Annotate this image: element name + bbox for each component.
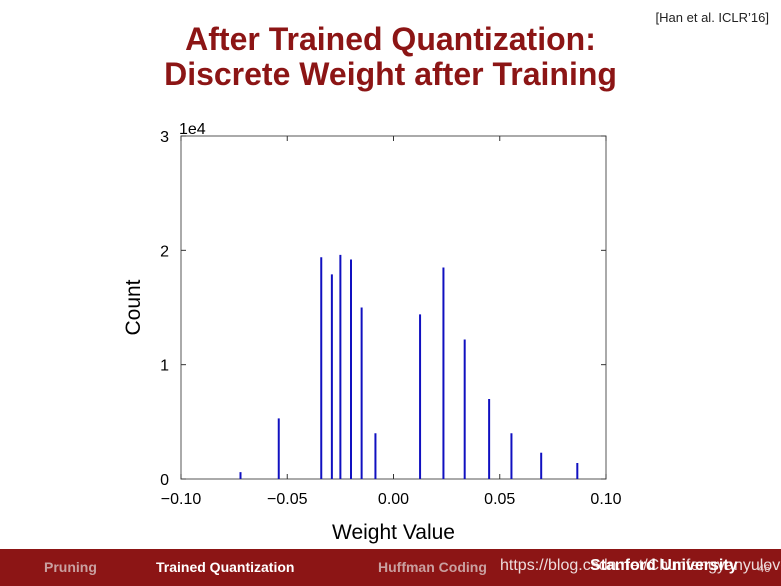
y-tick-label: 2 (160, 243, 169, 260)
page-number: 46 (758, 563, 771, 575)
watermark-url: https://blog.csdn.net/Chunfengyanyulove (500, 557, 781, 574)
histogram-chart: −0.10 −0.05 0.00 0.05 0.10 0 1 2 3 1e4 Weight Valu… (122, 121, 622, 544)
x-tick-label: 0.05 (484, 491, 515, 508)
y-scale-label: 1e4 (179, 121, 206, 138)
plot-frame (180, 135, 607, 480)
y-tick-label: 3 (160, 129, 169, 146)
y-axis-label: Count (122, 279, 145, 335)
slide-title: After Trained Quantization: Discrete Wei… (0, 22, 781, 92)
y-tick-label: 1 (160, 358, 169, 375)
institution-name: Stanford University (590, 557, 738, 574)
x-tick-label: 0.10 (590, 491, 621, 508)
x-tick-label: 0.00 (378, 491, 409, 508)
title-line-1: After Trained Quantization: (185, 21, 596, 57)
citation: [Han et al. ICLR’16] (655, 10, 769, 25)
x-axis-label: Weight Value (332, 521, 455, 544)
footer-bar: Pruning Trained Quantization Huffman Cod… (0, 549, 781, 586)
title-line-2: Discrete Weight after Training (164, 56, 617, 92)
nav-pruning[interactable]: Pruning (44, 559, 97, 575)
nav-trained-quantization[interactable]: Trained Quantization (156, 559, 295, 575)
x-tick-label: −0.05 (267, 491, 308, 508)
x-tick-label: −0.10 (161, 491, 202, 508)
y-tick-label: 0 (160, 472, 169, 489)
nav-huffman-coding[interactable]: Huffman Coding (378, 559, 487, 575)
